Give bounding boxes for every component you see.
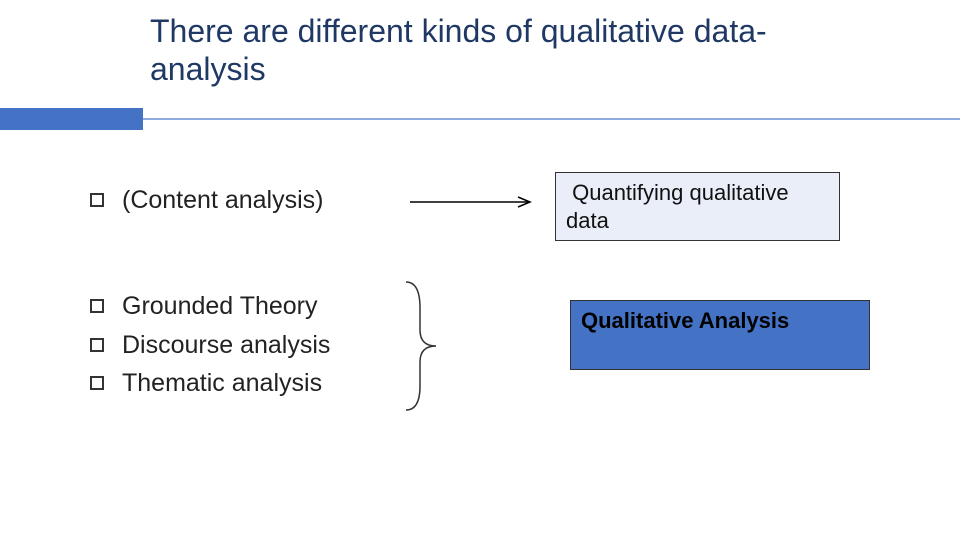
list-item-label: Thematic analysis bbox=[122, 367, 322, 400]
list-item-label: (Content analysis) bbox=[122, 184, 323, 217]
qualitative-analysis-box: Qualitative Analysis bbox=[570, 300, 870, 370]
accent-rule bbox=[143, 118, 960, 120]
square-bullet-icon bbox=[90, 338, 104, 352]
list-item-label: Grounded Theory bbox=[122, 290, 318, 323]
square-bullet-icon bbox=[90, 299, 104, 313]
square-bullet-icon bbox=[90, 376, 104, 390]
list-item-label: Discourse analysis bbox=[122, 329, 330, 362]
accent-bar bbox=[0, 108, 143, 130]
list-item: Discourse analysis bbox=[90, 329, 330, 362]
curly-brace-icon bbox=[398, 278, 446, 418]
quantifying-box: Quantifying qualitative data bbox=[555, 172, 840, 241]
list-item: Grounded Theory bbox=[90, 290, 330, 323]
list-item: Thematic analysis bbox=[90, 367, 330, 400]
slide-title: There are different kinds of qualitative… bbox=[150, 12, 790, 89]
bullet-group-1: (Content analysis) bbox=[90, 184, 323, 223]
bullet-group-2: Grounded Theory Discourse analysis Thema… bbox=[90, 290, 330, 406]
list-item: (Content analysis) bbox=[90, 184, 323, 217]
square-bullet-icon bbox=[90, 193, 104, 207]
arrow-icon bbox=[410, 195, 550, 215]
